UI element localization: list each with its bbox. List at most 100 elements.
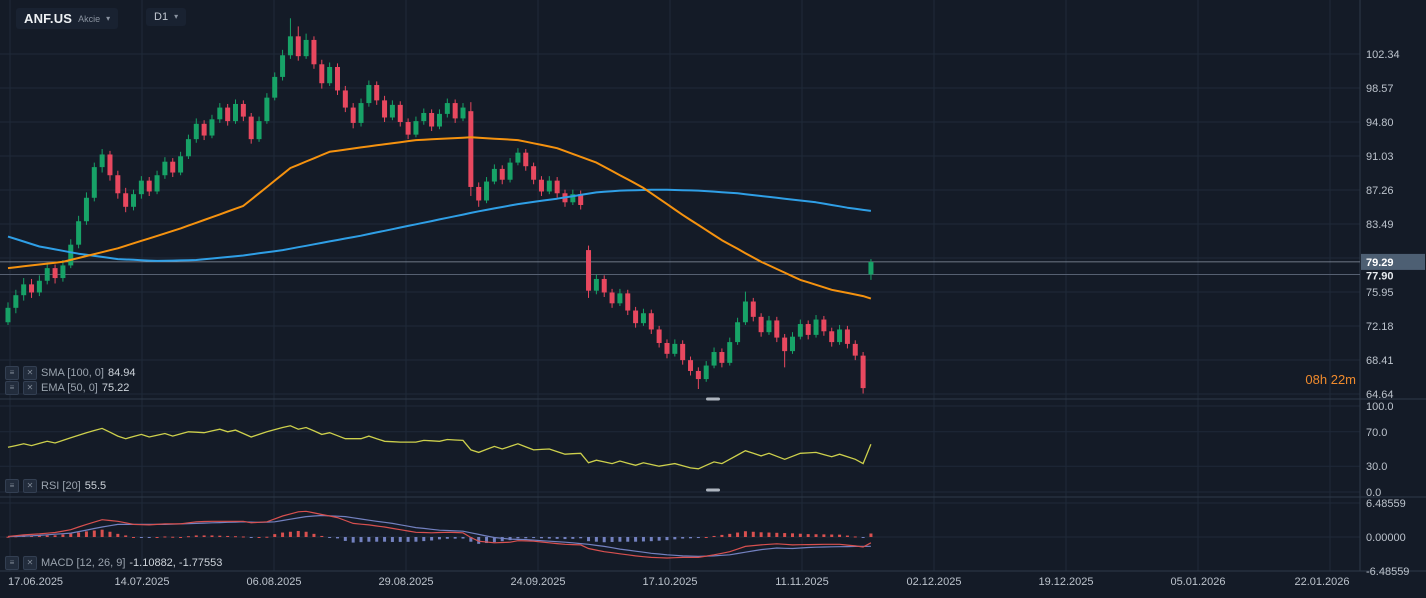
candle-body bbox=[225, 107, 231, 122]
candle-body bbox=[264, 97, 270, 122]
macd-histogram-bar bbox=[751, 531, 755, 537]
indicator-remove-icon[interactable]: ✕ bbox=[23, 381, 37, 395]
macd-histogram-bar bbox=[179, 537, 183, 538]
candle-body bbox=[664, 343, 670, 354]
macd-histogram-bar bbox=[132, 537, 136, 538]
indicator-label: MACD [12, 26, 9] bbox=[41, 556, 126, 569]
macd-histogram-bar bbox=[485, 537, 489, 544]
candle-body bbox=[484, 181, 490, 201]
candle-body bbox=[742, 301, 748, 323]
indicator-row-ema: ≡ ✕ EMA [50, 0] 75.22 bbox=[5, 381, 129, 395]
time-tick-label: 02.12.2025 bbox=[906, 576, 961, 588]
macd-histogram-bar bbox=[84, 531, 88, 537]
macd-histogram-bar bbox=[343, 537, 347, 541]
candle-body bbox=[397, 104, 403, 123]
candle-countdown: 08h 22m bbox=[1305, 372, 1356, 387]
candle-body bbox=[695, 370, 701, 380]
macd-histogram-bar bbox=[492, 537, 496, 543]
macd-histogram-bar bbox=[37, 535, 41, 537]
macd-histogram-bar bbox=[641, 537, 645, 542]
macd-histogram-bar bbox=[194, 535, 198, 537]
candle-body bbox=[280, 55, 286, 77]
price-tick-label: 83.49 bbox=[1366, 219, 1394, 231]
macd-histogram-bar bbox=[547, 537, 551, 539]
candle-body bbox=[774, 320, 780, 338]
candle-body bbox=[366, 85, 372, 104]
macd-histogram-bar bbox=[587, 537, 591, 542]
indicator-remove-icon[interactable]: ✕ bbox=[23, 479, 37, 493]
candle-body bbox=[805, 324, 811, 335]
macd-histogram-bar bbox=[226, 535, 230, 537]
price-tick-label: 91.03 bbox=[1366, 151, 1394, 163]
candle-body bbox=[735, 322, 741, 343]
rsi-tick-label: 0.0 bbox=[1366, 487, 1381, 499]
price-axis[interactable]: 102.34 98.57 94.80 91.03 87.26 83.49 75.95 72.1… bbox=[1361, 49, 1425, 578]
macd-histogram-bar bbox=[602, 537, 606, 543]
rsi-tick-label: 70.0 bbox=[1366, 427, 1387, 439]
candle-body bbox=[342, 90, 348, 108]
indicator-settings-icon[interactable]: ≡ bbox=[5, 366, 19, 380]
macd-histogram-bar bbox=[210, 535, 214, 537]
macd-tick-label: -6.48559 bbox=[1366, 566, 1409, 578]
macd-histogram-bar bbox=[304, 531, 308, 537]
macd-histogram-bar bbox=[163, 536, 167, 538]
grid-layer bbox=[0, 0, 1426, 572]
candle-body bbox=[327, 66, 333, 84]
candle-body bbox=[272, 76, 278, 98]
candle-body bbox=[546, 180, 552, 192]
macd-histogram-bar bbox=[728, 533, 732, 537]
symbol-selector[interactable]: ANF.US Akcie ▾ bbox=[16, 8, 119, 29]
macd-histogram-bar bbox=[108, 531, 112, 537]
macd-histogram-bar bbox=[696, 537, 700, 539]
candle-body bbox=[586, 250, 592, 291]
pane-resize-handles[interactable] bbox=[706, 397, 720, 492]
time-tick-label: 14.07.2025 bbox=[114, 576, 169, 588]
indicator-settings-icon[interactable]: ≡ bbox=[5, 381, 19, 395]
macd-histogram-bar bbox=[186, 536, 190, 538]
macd-histogram-bar bbox=[335, 537, 339, 539]
current-price-label: 79.29 bbox=[1366, 257, 1394, 269]
time-axis[interactable]: 17.06.2025 14.07.2025 06.08.2025 29.08.2025… bbox=[8, 576, 1350, 588]
candle-body bbox=[256, 121, 262, 140]
macd-histogram-bar bbox=[139, 537, 143, 538]
macd-histogram-bar bbox=[767, 532, 771, 537]
macd-histogram-bar bbox=[241, 536, 245, 538]
macd-histogram-bar bbox=[469, 537, 473, 542]
indicator-settings-icon[interactable]: ≡ bbox=[5, 479, 19, 493]
macd-histogram-bar bbox=[249, 537, 253, 538]
candle-body bbox=[578, 194, 584, 205]
pane-resize-handle[interactable] bbox=[706, 488, 720, 492]
candle-body bbox=[303, 39, 309, 57]
indicator-remove-icon[interactable]: ✕ bbox=[23, 556, 37, 570]
pane-resize-handle[interactable] bbox=[706, 397, 720, 401]
current-price-box bbox=[1361, 253, 1425, 270]
candle-body bbox=[468, 111, 474, 187]
candle-body bbox=[844, 329, 850, 344]
candle-body bbox=[868, 261, 874, 275]
macd-histogram-bar bbox=[626, 537, 630, 542]
candle-body bbox=[813, 319, 819, 335]
macd-histogram-bar bbox=[657, 537, 661, 541]
macd-histogram-bar bbox=[830, 534, 834, 537]
indicator-settings-icon[interactable]: ≡ bbox=[5, 556, 19, 570]
candle-body bbox=[405, 122, 411, 135]
macd-histogram-bar bbox=[791, 533, 794, 537]
macd-tick-label: 0.00000 bbox=[1366, 532, 1406, 544]
candle-body bbox=[444, 103, 450, 114]
indicator-label: SMA [100, 0] bbox=[41, 366, 104, 379]
candle-body bbox=[217, 107, 223, 120]
candle-body bbox=[287, 36, 293, 56]
macd-histogram-bar bbox=[532, 537, 536, 539]
macd-histogram-bar bbox=[461, 537, 465, 539]
candle-body bbox=[640, 313, 646, 324]
macd-histogram-bar bbox=[845, 535, 849, 537]
candle-body bbox=[44, 268, 50, 281]
rsi-layer bbox=[7, 425, 872, 470]
indicator-remove-icon[interactable]: ✕ bbox=[23, 366, 37, 380]
macd-histogram-bar bbox=[218, 535, 222, 537]
macd-histogram-bar bbox=[116, 533, 120, 537]
macd-histogram-bar bbox=[712, 535, 716, 537]
candle-body bbox=[601, 278, 607, 293]
timeframe-selector[interactable]: D1 ▾ bbox=[146, 8, 187, 26]
